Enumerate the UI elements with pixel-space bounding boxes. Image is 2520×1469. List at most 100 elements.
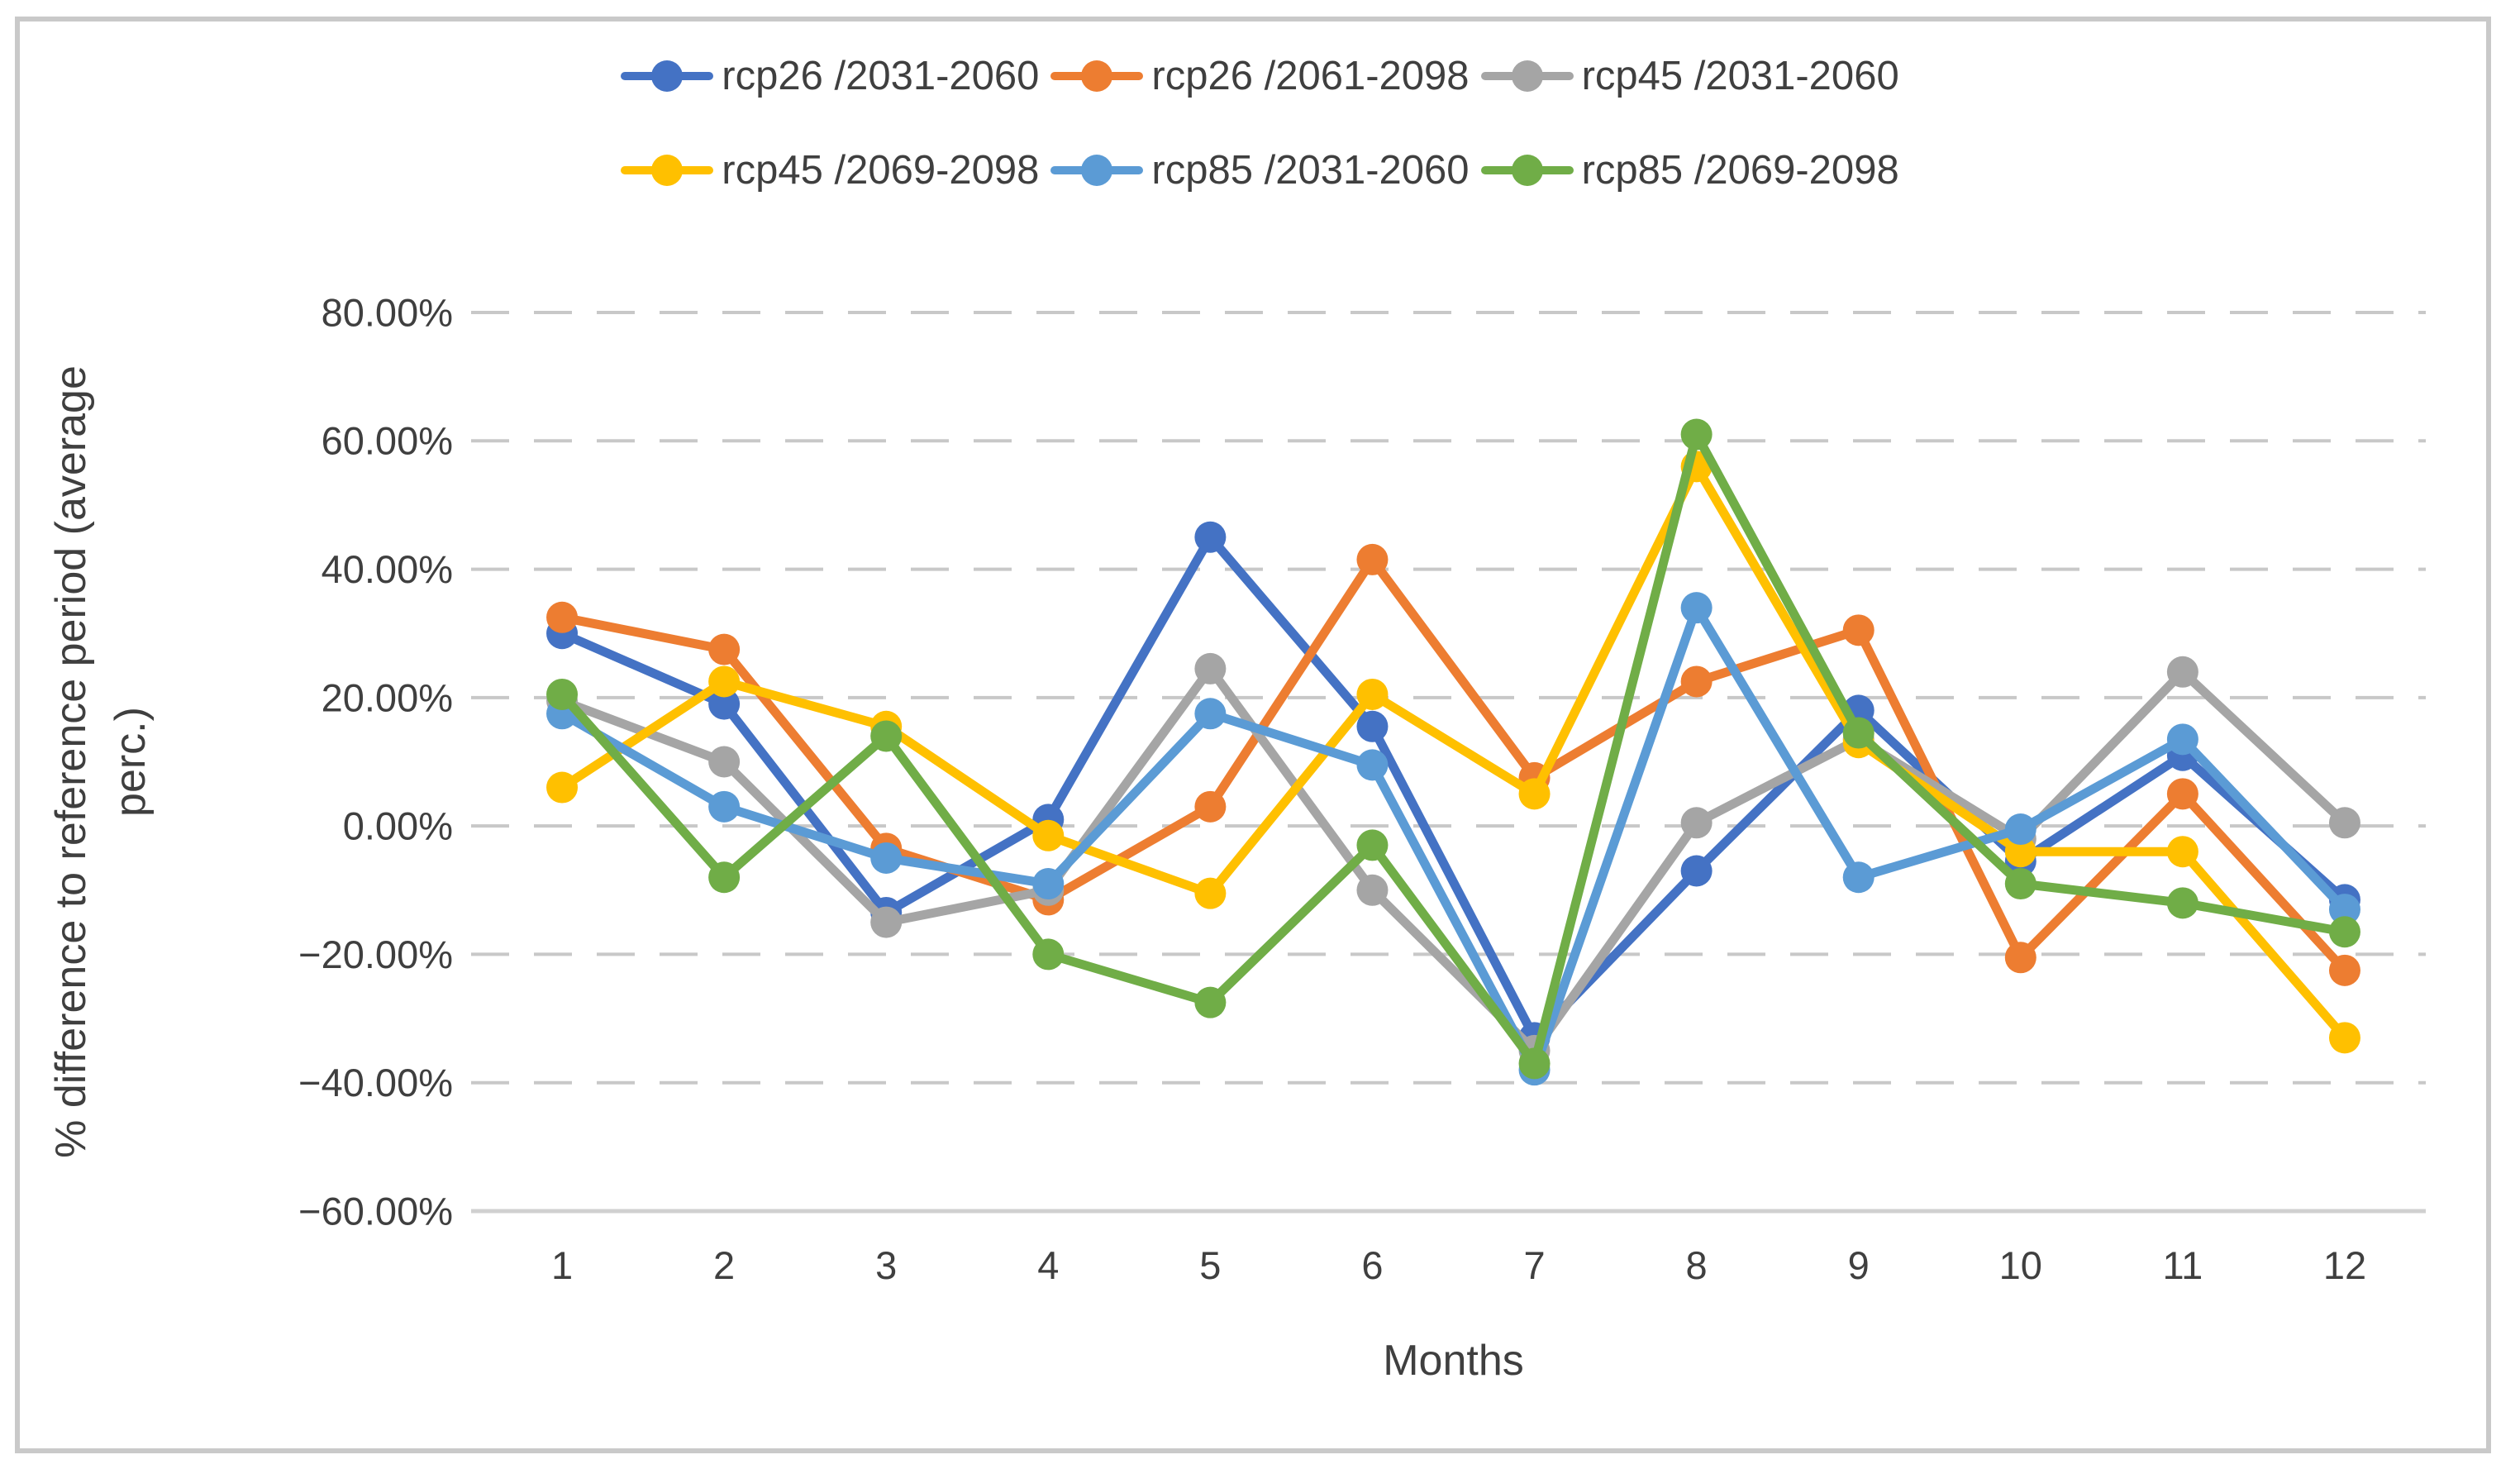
x-tick-label: 5 [1199, 1243, 1221, 1287]
legend-row-2: rcp45 /2069-2098 rcp85 /2031-2060 rcp85 /2… [621, 147, 1899, 193]
data-point [708, 633, 741, 665]
data-point [1032, 819, 1065, 851]
data-point [1194, 698, 1227, 730]
legend-marker-icon [1050, 154, 1144, 187]
series-line [557, 430, 2350, 1068]
data-point [1194, 652, 1227, 684]
y-tick-label: −20.00% [298, 932, 453, 976]
legend-marker-icon [1050, 60, 1144, 93]
data-point [2166, 887, 2198, 919]
data-point [546, 771, 579, 804]
series-line [557, 532, 2350, 1042]
series-rcp85-2069-2098 [546, 418, 2360, 1080]
data-point [2328, 1022, 2360, 1054]
data-point [1356, 874, 1389, 906]
data-point [870, 842, 903, 874]
data-point [1356, 543, 1389, 575]
y-tick-label: 80.00% [322, 290, 453, 334]
x-tick-label: 4 [1037, 1243, 1059, 1287]
x-tick-label: 1 [551, 1243, 573, 1287]
data-point [1518, 778, 1551, 810]
legend-marker-icon [1480, 60, 1574, 93]
legend-marker-icon [621, 60, 714, 93]
data-point [1680, 592, 1713, 624]
data-point [2328, 807, 2360, 839]
x-tick-label: 3 [875, 1243, 897, 1287]
data-point [2166, 778, 2198, 810]
data-point [1194, 986, 1227, 1018]
legend-label: rcp26 /2031-2060 [722, 54, 1040, 98]
data-point [2166, 836, 2198, 868]
data-point [1032, 868, 1065, 900]
data-point [1356, 829, 1389, 861]
series-line [557, 461, 2350, 1042]
x-tick-label: 8 [1686, 1243, 1708, 1287]
legend-item-rcp45-2031-2060: rcp45 /2031-2060 [1480, 53, 1899, 99]
y-tick-label: 60.00% [322, 419, 453, 463]
legend-item-rcp45-2069-2098: rcp45 /2069-2098 [621, 147, 1039, 193]
series-lines [546, 418, 2360, 1086]
data-point [870, 906, 903, 938]
data-point [2328, 894, 2360, 926]
y-tick-label: 20.00% [322, 675, 453, 719]
data-point [2166, 723, 2198, 756]
data-point [1356, 749, 1389, 781]
data-point [2328, 916, 2360, 948]
data-point [708, 861, 741, 894]
data-point [1032, 938, 1065, 971]
data-point [1680, 855, 1713, 887]
y-tick-label: −60.00% [298, 1189, 453, 1233]
y-tick-label: 40.00% [322, 547, 453, 591]
data-point [2328, 954, 2360, 986]
legend-label: rcp26 /2061-2098 [1151, 54, 1470, 98]
data-point [1356, 678, 1389, 710]
data-point [870, 720, 903, 752]
data-point [1842, 614, 1875, 646]
data-point [2004, 836, 2036, 868]
legend-label: rcp45 /2069-2098 [722, 148, 1040, 193]
data-point [1194, 790, 1227, 823]
legend-label: rcp45 /2031-2060 [1581, 54, 1899, 98]
data-point [708, 665, 741, 698]
legend: rcp26 /2031-2060 rcp26 /2061-2098 rcp45 /2… [0, 53, 2520, 193]
x-tick-label: 7 [1523, 1243, 1545, 1287]
x-tick-label: 6 [1361, 1243, 1383, 1287]
data-point [1680, 807, 1713, 839]
y-axis-title-line1: % difference to reference period (averag… [47, 365, 95, 1158]
x-tick-label: 10 [1999, 1243, 2042, 1287]
y-tick-label: 0.00% [343, 804, 453, 848]
series-rcp26-2031-2060 [546, 521, 2360, 1054]
axis-ticks: 80.00% 60.00% 40.00% 20.00% 0.00% −20.00% −40.… [298, 290, 2366, 1287]
data-point [2004, 813, 2036, 846]
legend-marker-icon [621, 154, 714, 187]
legend-label: rcp85 /2069-2098 [1581, 148, 1899, 193]
y-tick-label: −40.00% [298, 1061, 453, 1104]
series-line [557, 555, 2350, 975]
data-point [2004, 868, 2036, 900]
data-point [708, 746, 741, 778]
data-point [1842, 861, 1875, 894]
x-axis-title: Months [1383, 1337, 1524, 1385]
data-point [1680, 665, 1713, 698]
legend-label: rcp85 /2031-2060 [1151, 148, 1470, 193]
legend-item-rcp85-2031-2060: rcp85 /2031-2060 [1050, 147, 1470, 193]
data-point [546, 678, 579, 710]
legend-item-rcp85-2069-2098: rcp85 /2069-2098 [1480, 147, 1899, 193]
data-point [1356, 710, 1389, 742]
data-point [546, 601, 579, 633]
series-rcp85-2031-2060 [546, 592, 2360, 1086]
x-tick-label: 2 [713, 1243, 735, 1287]
legend-item-rcp26-2031-2060: rcp26 /2031-2060 [621, 53, 1039, 99]
legend-row-1: rcp26 /2031-2060 rcp26 /2061-2098 rcp45 /2… [621, 53, 1899, 99]
data-point [2166, 656, 2198, 688]
x-tick-label: 11 [2162, 1243, 2203, 1287]
series-rcp45-2069-2098 [546, 451, 2360, 1054]
data-point [1842, 717, 1875, 749]
data-point [708, 688, 741, 720]
data-point [708, 790, 741, 823]
series-rcp45-2031-2060 [546, 652, 2360, 1066]
data-point [1194, 521, 1227, 553]
x-tick-label: 12 [2323, 1243, 2366, 1287]
